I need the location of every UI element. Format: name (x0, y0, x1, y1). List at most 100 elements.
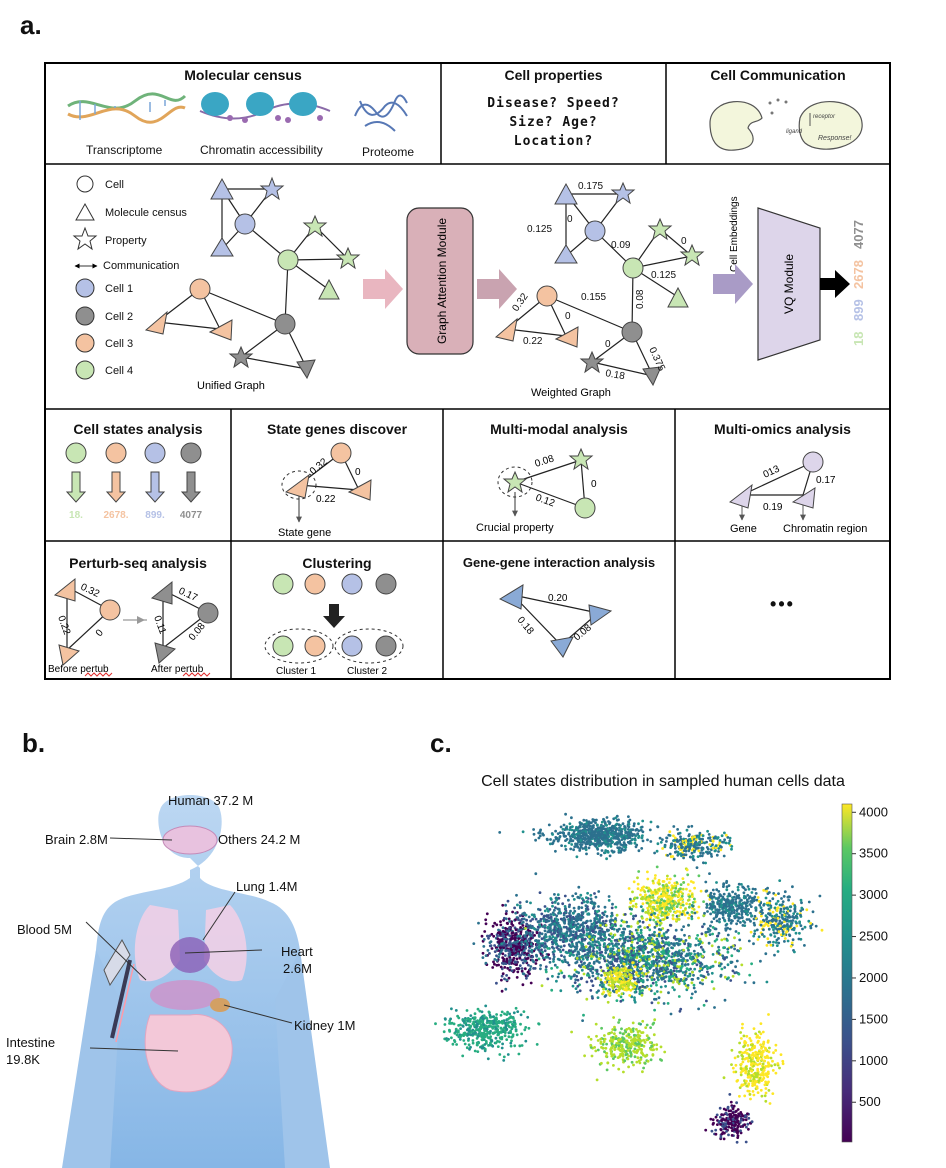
scatter-point (725, 888, 729, 892)
scatter-point (527, 915, 531, 919)
scatter-point (521, 961, 525, 965)
scatter-point (649, 888, 652, 892)
scatter-point (562, 974, 566, 978)
scatter-point (750, 962, 753, 966)
scatter-point (716, 902, 720, 906)
scatter-point (538, 931, 542, 935)
scatter-point (771, 925, 774, 929)
scatter-point (581, 834, 585, 838)
scatter-point (575, 915, 578, 918)
multi-modal-title: Multi-modal analysis (490, 421, 628, 437)
scatter-point (569, 915, 572, 919)
scatter-point (465, 1046, 469, 1050)
cell-properties-line-2: Size? Age? (509, 115, 598, 130)
scatter-point (487, 1025, 491, 1028)
scatter-point (635, 896, 639, 900)
scatter-point (591, 984, 595, 987)
scatter-point (549, 929, 553, 932)
scatter-point (639, 979, 643, 983)
scatter-point (639, 888, 643, 892)
scatter-point (699, 837, 703, 841)
scatter-point (517, 937, 521, 940)
scatter-point (691, 854, 695, 858)
scatter-point (555, 914, 559, 918)
scatter-point (597, 844, 601, 848)
scatter-point (514, 1006, 518, 1010)
scatter-point (679, 1007, 683, 1011)
scatter-point (730, 912, 733, 915)
scatter-point (788, 934, 792, 937)
scatter-point (561, 831, 565, 834)
scatter-point (587, 846, 591, 850)
scatter-point (690, 851, 694, 855)
scatter-point (655, 849, 659, 853)
scatter-point (508, 919, 511, 923)
scatter-point (651, 981, 655, 985)
scatter-point (734, 930, 738, 933)
scatter-point (525, 976, 528, 980)
scatter-point (715, 837, 719, 840)
scatter-point (698, 840, 702, 844)
scatter-point (710, 855, 713, 858)
scatter-point (585, 966, 589, 969)
scatter-point (553, 922, 556, 925)
scatter-point (726, 836, 730, 839)
scatter-point (689, 880, 693, 883)
scatter-point (716, 934, 720, 938)
scatter-point (546, 909, 550, 913)
scatter-point (511, 1033, 515, 1036)
scatter-point (671, 899, 675, 903)
scatter-point (805, 908, 809, 912)
scatter-point (591, 949, 595, 953)
scatter-point (723, 919, 727, 923)
scatter-point (495, 948, 499, 951)
scatter-point (757, 899, 761, 903)
scatter-point (467, 1043, 471, 1047)
scatter-point (634, 845, 638, 849)
scatter-point (710, 920, 714, 924)
scatter-point (654, 908, 658, 912)
scatter-point (529, 919, 532, 923)
scatter-point (625, 962, 628, 966)
scatter-point (658, 944, 662, 948)
scatter-point (795, 924, 799, 928)
scatter-point (621, 949, 624, 952)
scatter-point (553, 901, 557, 904)
scatter-point (681, 940, 685, 943)
scatter-point (717, 847, 721, 850)
scatter-point (551, 904, 554, 908)
scatter-point (582, 823, 586, 826)
scatter-point (713, 939, 717, 943)
scatter-point (701, 925, 704, 929)
scatter-point (492, 934, 496, 938)
scatter-point (595, 959, 599, 963)
scatter-point (669, 1012, 673, 1016)
scatter-point (674, 887, 678, 890)
scatter-point (661, 884, 665, 887)
mo-w-1: 0.17 (816, 475, 836, 486)
scatter-point (723, 998, 727, 1002)
scatter-point (707, 973, 710, 976)
human-body-figure: Human 37.2 M Brain 2.8M Others 24.2 M Lu… (6, 793, 355, 1168)
scatter-point (601, 937, 604, 941)
scatter-point (627, 925, 631, 928)
scatter-point (553, 919, 556, 923)
scatter-point (463, 1042, 467, 1046)
scatter-point (709, 852, 713, 856)
scatter-point (527, 1026, 531, 1030)
scatter-point (753, 914, 757, 918)
scatter-point (730, 903, 733, 907)
scatter-point (571, 825, 574, 828)
scatter-point (702, 900, 705, 903)
scatter-point (598, 841, 602, 844)
scatter-point (726, 947, 730, 951)
state-genes-diagram: 0.32 0 0.22 State gene (278, 442, 372, 539)
scatter-point (641, 819, 645, 823)
scatter-point (529, 981, 533, 985)
scatter-point (609, 926, 613, 929)
gg-w-0: 0.20 (548, 593, 568, 604)
scatter-point (539, 967, 542, 971)
scatter-point (785, 912, 789, 915)
scatter-point (595, 1034, 598, 1038)
scatter-point (756, 896, 760, 899)
